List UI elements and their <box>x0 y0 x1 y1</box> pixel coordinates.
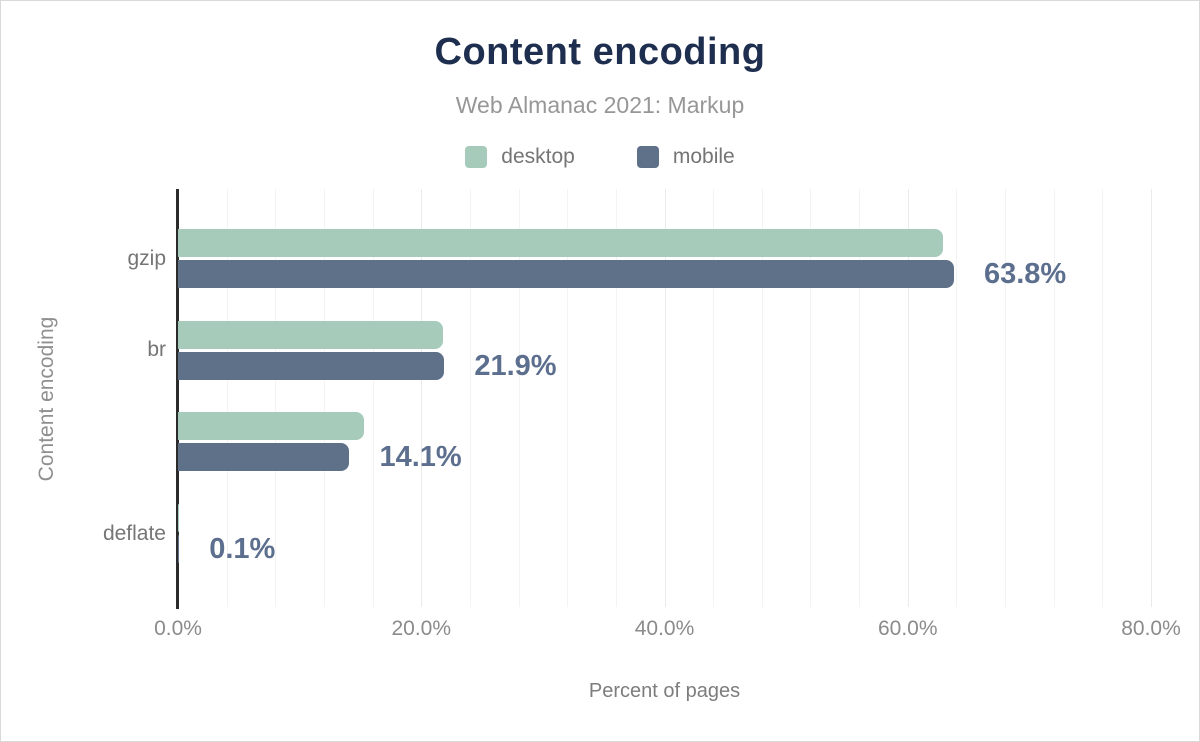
gridline <box>567 189 569 607</box>
x-tick-label: 20.0% <box>391 617 452 640</box>
y-axis-title: Content encoding <box>35 316 58 482</box>
legend: desktop mobile <box>1 145 1199 169</box>
chart-title: Content encoding <box>434 31 766 73</box>
gridline <box>810 189 812 607</box>
bar-mobile-br <box>178 351 445 380</box>
bar-mobile-deflate <box>178 535 180 564</box>
gridline <box>226 189 228 607</box>
bar-desktop-none <box>178 412 365 441</box>
legend-swatch-desktop <box>465 146 488 168</box>
x-tick-label: 80.0% <box>1121 617 1181 640</box>
category-label-br: br <box>147 338 166 362</box>
gridline <box>421 189 423 607</box>
gridline <box>761 189 763 607</box>
gridline <box>956 189 958 607</box>
legend-label-desktop: desktop <box>501 145 575 168</box>
gridline <box>323 189 325 607</box>
bar-desktop-gzip <box>178 229 944 257</box>
category-label-gzip: gzip <box>127 246 166 270</box>
legend-item-desktop[interactable]: desktop <box>465 145 575 169</box>
bar-desktop-br <box>178 320 444 349</box>
gridline <box>275 189 277 607</box>
value-label-br: 21.9% <box>474 349 557 382</box>
gridline <box>664 189 666 607</box>
legend-item-mobile[interactable]: mobile <box>636 145 735 169</box>
gridline <box>907 189 909 607</box>
gridline <box>1053 189 1055 607</box>
gridline <box>859 189 861 607</box>
gridline <box>372 189 374 607</box>
bar-mobile-none <box>178 443 350 472</box>
legend-swatch-mobile <box>636 146 659 168</box>
x-axis-title: Percent of pages <box>588 680 741 702</box>
gridline <box>1102 189 1104 607</box>
value-label-deflate: 0.1% <box>209 533 276 566</box>
gridline <box>1005 189 1007 607</box>
plot-area: gzip 63.8% br 21.9% 14.1% deflate 0.1% <box>103 189 1152 609</box>
gridline <box>1151 189 1152 607</box>
x-tick-label: 40.0% <box>634 617 695 640</box>
x-tick-label: 60.0% <box>877 617 938 640</box>
gridline <box>615 189 617 607</box>
chart-subtitle: Web Almanac 2021: Markup <box>455 92 745 118</box>
gridline <box>518 189 520 607</box>
legend-label-mobile: mobile <box>672 145 735 168</box>
y-axis-line <box>176 189 179 609</box>
gridline <box>469 189 471 607</box>
bar-desktop-deflate <box>178 504 180 533</box>
value-label-none: 14.1% <box>379 441 462 474</box>
bar-mobile-gzip <box>178 260 954 288</box>
x-tick-label: 0.0% <box>154 617 202 640</box>
value-label-gzip: 63.8% <box>983 258 1067 290</box>
gridline <box>713 189 715 607</box>
category-label-deflate: deflate <box>102 521 166 545</box>
